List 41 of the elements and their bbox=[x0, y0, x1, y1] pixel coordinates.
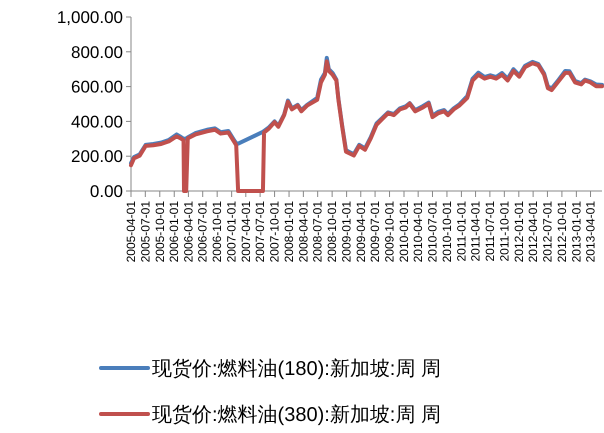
x-tick-label: 2007-10-01 bbox=[268, 200, 282, 262]
x-tick-label: 2008-10-01 bbox=[325, 200, 340, 262]
x-tick-label: 2008-01-01 bbox=[282, 200, 296, 262]
y-tick-label: 1,000.00 bbox=[56, 8, 123, 27]
x-tick-label: 2007-01-01 bbox=[224, 200, 239, 262]
x-tick-label: 2005-04-01 bbox=[124, 200, 138, 262]
x-tick-label: 2009-04-01 bbox=[354, 200, 368, 262]
x-tick-label: 2009-10-01 bbox=[382, 200, 397, 262]
x-tick-label: 2006-10-01 bbox=[210, 200, 224, 262]
x-tick-label: 2010-04-01 bbox=[411, 200, 426, 262]
legend-label: 现货价:燃料油(380):新加坡:周 周 bbox=[152, 404, 441, 426]
x-tick-label: 2009-01-01 bbox=[340, 200, 354, 262]
x-tick-label: 2006-07-01 bbox=[196, 200, 210, 262]
x-tick-label: 2011-01-01 bbox=[454, 200, 468, 262]
x-tick-label: 2011-04-01 bbox=[468, 200, 483, 262]
y-tick-label: 800.00 bbox=[71, 42, 123, 62]
y-tick-label: 600.00 bbox=[71, 78, 123, 97]
x-tick-label: 2011-10-01 bbox=[497, 200, 512, 262]
x-tick-label: 2012-01-01 bbox=[512, 200, 526, 262]
x-tick-label: 2010-10-01 bbox=[440, 200, 454, 262]
x-tick-label: 2006-01-01 bbox=[167, 200, 182, 262]
x-tick-label: 2008-04-01 bbox=[296, 200, 310, 262]
x-tick-label: 2009-07-01 bbox=[368, 200, 382, 262]
x-tick-label: 2005-10-01 bbox=[152, 200, 167, 262]
x-tick-label: 2007-07-01 bbox=[253, 200, 268, 262]
x-tick-label: 2010-07-01 bbox=[425, 200, 440, 262]
legend-label: 现货价:燃料油(180):新加坡:周 周 bbox=[152, 358, 441, 380]
y-tick-label: 200.00 bbox=[71, 147, 123, 166]
x-tick-label: 2012-07-01 bbox=[540, 200, 554, 262]
x-tick-label: 2011-07-01 bbox=[482, 200, 497, 262]
x-tick-label: 2005-07-01 bbox=[138, 200, 152, 262]
x-tick-label: 2012-10-01 bbox=[554, 200, 569, 262]
x-tick-label: 2012-04-01 bbox=[526, 200, 540, 262]
x-tick-label: 2010-01-01 bbox=[397, 200, 412, 262]
y-tick-label: 0.00 bbox=[90, 182, 123, 201]
x-tick-label: 2007-04-01 bbox=[238, 200, 253, 262]
x-tick-label: 2013-04-01 bbox=[584, 200, 598, 262]
y-tick-label: 400.00 bbox=[71, 112, 123, 132]
x-tick-label: 2006-04-01 bbox=[181, 200, 196, 262]
x-tick-label: 2008-07-01 bbox=[310, 200, 325, 262]
x-tick-label: 2013-01-01 bbox=[569, 200, 584, 262]
